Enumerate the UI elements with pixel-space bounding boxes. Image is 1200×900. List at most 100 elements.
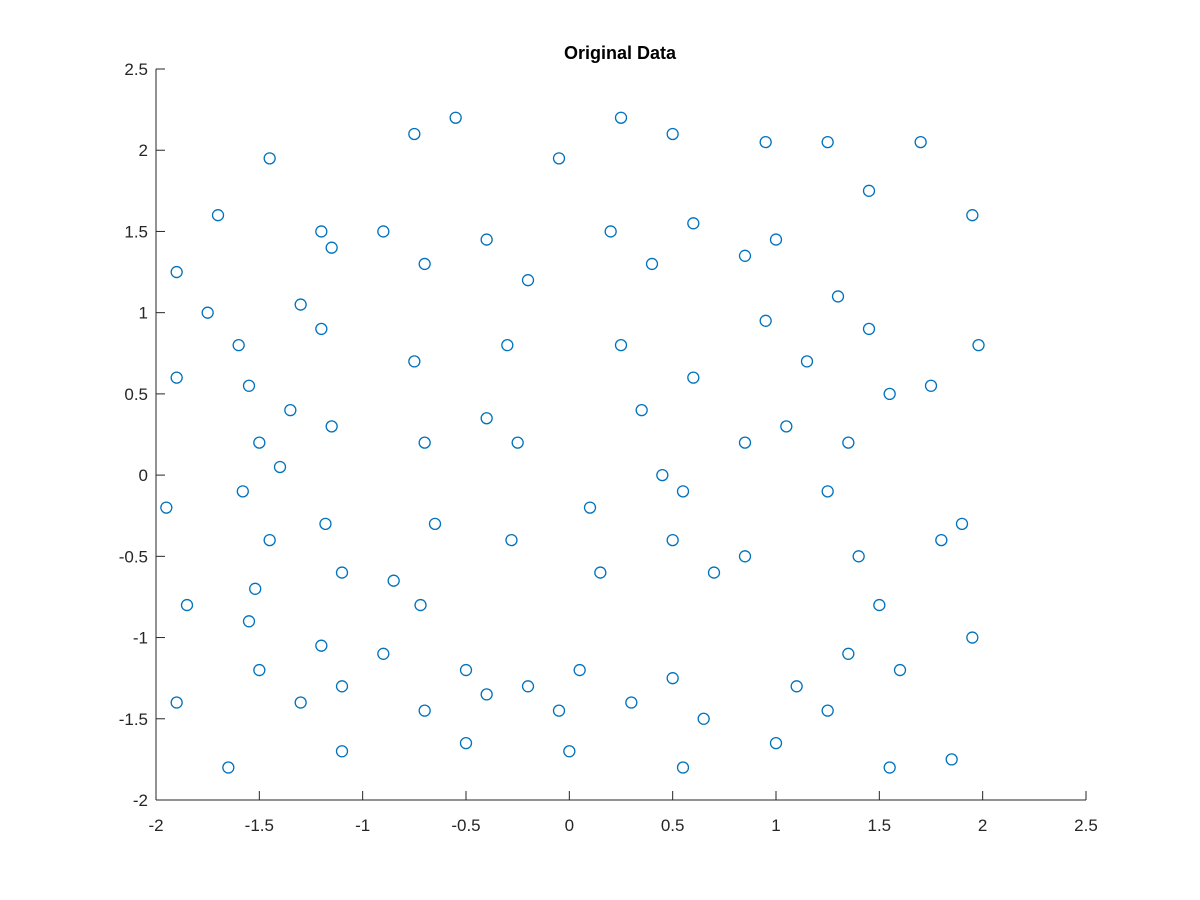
data-point [893,663,907,677]
data-point [236,485,249,498]
data-point [666,533,679,547]
data-point [449,111,462,124]
x-axis-ticks: -2 -1.5 -1 -0.5 0 0.5 1 1.5 2 2.5 [148,791,1098,835]
data-point [377,225,390,238]
data-point [160,501,173,514]
data-point [769,736,783,750]
data-point [966,209,979,222]
data-point [294,696,307,709]
data-point [315,639,328,652]
data-point [249,582,262,595]
data-point [935,533,948,547]
data-points-layer [160,111,985,774]
data-point [552,704,566,717]
data-point [222,761,235,774]
data-point [759,314,772,327]
data-point [319,517,332,530]
data-point [666,127,679,141]
data-point [738,249,752,262]
data-point [563,745,576,758]
data-point [325,241,338,254]
data-point [666,672,679,685]
data-point [408,127,421,141]
data-point [687,217,700,230]
y-tick-label: -1.5 [119,710,148,729]
x-tick-label: 2 [978,816,987,835]
data-point [842,647,855,660]
data-point [676,761,690,774]
data-point [377,647,390,660]
data-point [480,233,493,246]
data-point [315,225,328,238]
data-point [263,533,276,547]
data-point [253,663,266,677]
data-point [687,371,700,384]
data-point [414,598,427,612]
data-point [676,485,690,498]
data-point [780,420,793,433]
y-axis-ticks: -2 -1.5 -1 -0.5 0 0.5 1 1.5 2 2.5 [119,60,165,810]
data-point [573,663,586,677]
y-tick-label: 1.5 [124,222,148,241]
data-point [335,680,349,693]
data-point [945,753,958,766]
data-point [315,322,328,336]
data-point [955,517,969,530]
data-point [170,696,183,709]
data-point [428,517,442,530]
data-point [800,355,814,368]
data-point [873,598,886,612]
data-point [883,761,896,774]
data-point [831,290,845,303]
data-point [738,436,752,449]
x-tick-label: -0.5 [451,816,480,835]
data-point [769,233,783,246]
data-point [505,533,518,547]
data-point [842,436,855,449]
data-point [170,371,183,384]
data-point [594,566,607,579]
data-point [924,379,938,392]
data-point [614,111,628,124]
data-point [821,485,834,498]
data-point [211,209,225,222]
y-tick-label: -1 [133,629,148,648]
data-point [263,152,276,165]
data-point [521,680,535,693]
data-point [459,736,473,750]
data-point [335,566,349,579]
data-point [480,688,493,701]
data-point [511,436,524,449]
data-point [966,631,979,644]
y-tick-label: 0.5 [124,385,148,404]
data-point [656,468,669,482]
y-tick-label: 0 [139,466,148,485]
data-point [697,712,710,725]
data-point [232,339,245,352]
x-tick-label: -1.5 [245,816,274,835]
data-point [501,339,514,352]
data-point [335,745,349,758]
data-point [273,460,287,474]
data-point [645,257,659,271]
data-point [914,135,927,149]
chart-title: Original Data [564,43,677,63]
data-point [242,615,256,628]
data-point [480,412,493,425]
y-tick-label: 1 [139,304,148,323]
data-point [738,550,752,563]
x-tick-label: 2.5 [1074,816,1098,835]
data-point [325,420,338,433]
data-point [625,696,638,709]
data-point [242,379,256,392]
x-tick-label: 0.5 [661,816,685,835]
data-point [821,135,834,149]
data-point [635,403,648,417]
data-point [418,704,431,717]
y-tick-label: -0.5 [119,547,148,566]
data-point [852,550,865,563]
data-point [294,298,307,311]
data-point [180,598,194,612]
